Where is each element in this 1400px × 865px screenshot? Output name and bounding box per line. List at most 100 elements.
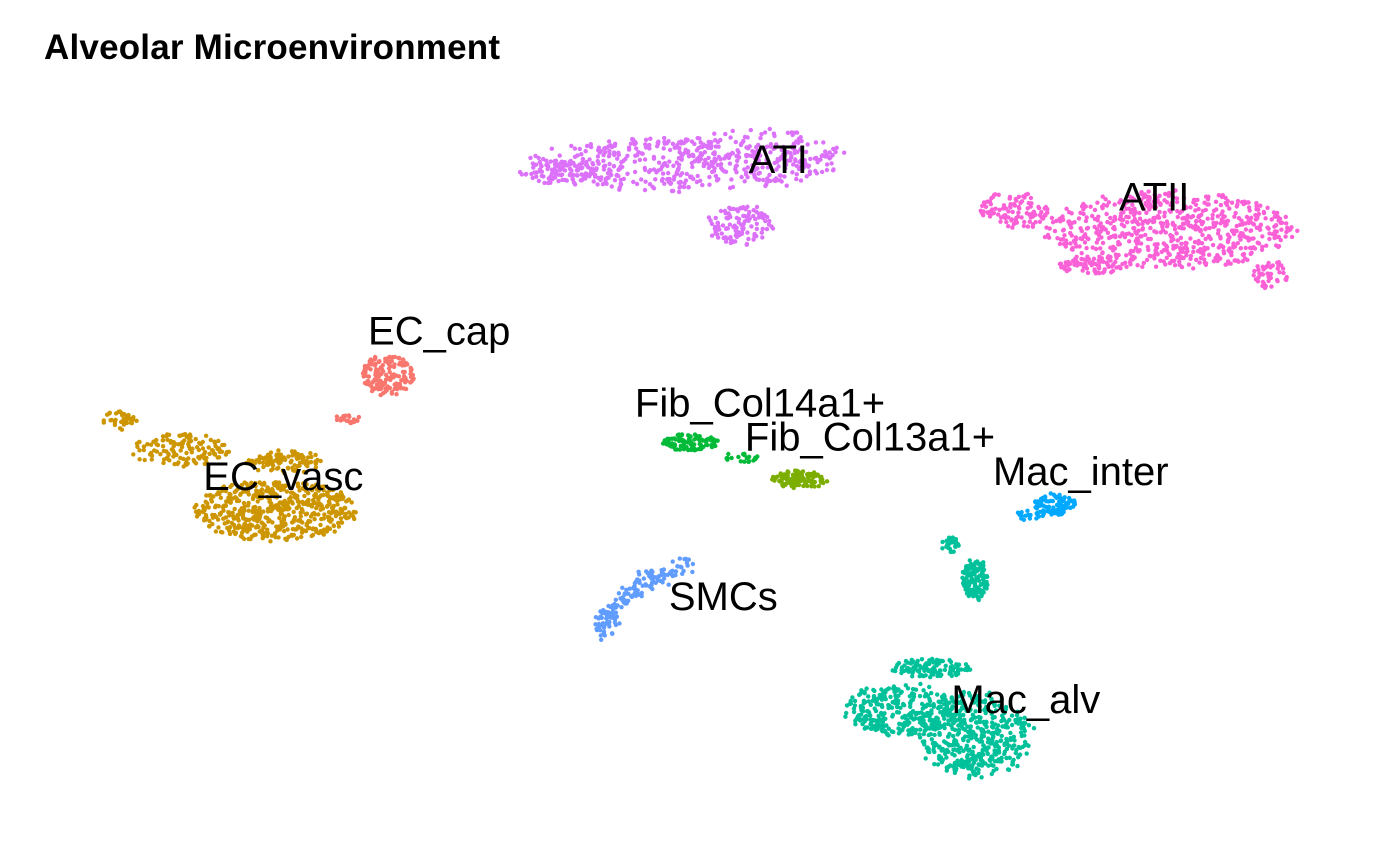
point (1268, 271, 1274, 277)
point (322, 512, 327, 517)
point (975, 694, 980, 699)
point (727, 222, 733, 227)
point (1008, 737, 1013, 743)
point (998, 738, 1004, 743)
point (727, 153, 732, 159)
point (1174, 243, 1179, 249)
point (931, 668, 936, 673)
point (1063, 506, 1068, 511)
point (948, 743, 954, 748)
point (395, 387, 400, 392)
point (942, 667, 948, 673)
point (1069, 233, 1075, 238)
point (160, 434, 166, 439)
point (976, 714, 981, 720)
point (1227, 246, 1232, 251)
point (1178, 224, 1183, 230)
point (1097, 223, 1102, 228)
point (966, 583, 972, 588)
point (967, 747, 972, 752)
point (684, 171, 689, 177)
point (785, 473, 790, 478)
point (897, 721, 902, 726)
point (874, 700, 879, 705)
point (396, 355, 401, 361)
point (315, 502, 321, 507)
point (302, 493, 307, 499)
point (1017, 752, 1022, 758)
cluster-label-mac-alv: Mac_alv (951, 678, 1100, 722)
point (751, 149, 756, 154)
point (614, 172, 620, 178)
point (362, 363, 368, 369)
point (1033, 505, 1038, 510)
point (1144, 257, 1150, 263)
point (218, 495, 224, 500)
point (559, 173, 564, 178)
point (606, 139, 612, 144)
point (1223, 223, 1228, 228)
point (643, 137, 649, 142)
point (530, 161, 536, 166)
point (1040, 216, 1046, 221)
point (611, 164, 617, 169)
point (141, 447, 146, 453)
point (306, 518, 311, 524)
point (944, 707, 949, 712)
point (730, 151, 735, 156)
point (1279, 263, 1284, 268)
point (1090, 259, 1095, 265)
point (871, 718, 876, 723)
point (1035, 499, 1041, 504)
point (1243, 245, 1248, 251)
point (969, 767, 974, 772)
point (1034, 516, 1039, 521)
point (798, 178, 804, 183)
point (910, 686, 916, 692)
point (708, 436, 713, 442)
point (327, 526, 333, 531)
point (886, 705, 891, 711)
point (724, 236, 729, 241)
point (298, 514, 303, 519)
point (1245, 235, 1251, 240)
point (1050, 498, 1056, 504)
point (889, 729, 894, 734)
point (830, 153, 835, 158)
point (1264, 243, 1269, 248)
point (689, 139, 695, 144)
point (1037, 219, 1043, 224)
point (1106, 264, 1111, 269)
point (728, 214, 733, 220)
point (827, 150, 832, 155)
point (670, 573, 675, 579)
point (746, 454, 752, 459)
point (1090, 245, 1095, 250)
point (1256, 267, 1261, 272)
point (675, 167, 681, 172)
point (747, 459, 752, 464)
point (1265, 205, 1270, 210)
point (886, 686, 892, 691)
point (1098, 246, 1103, 251)
point (1101, 227, 1106, 232)
point (1009, 217, 1015, 222)
point (1248, 251, 1253, 257)
point (937, 720, 942, 725)
point (851, 709, 857, 715)
point (741, 225, 746, 231)
point (758, 135, 763, 141)
point (1025, 191, 1031, 197)
point (896, 660, 902, 666)
point (1121, 210, 1126, 215)
point (1171, 237, 1176, 242)
point (999, 718, 1004, 724)
point (1093, 246, 1099, 252)
point (604, 176, 609, 181)
point (597, 150, 602, 155)
point (303, 512, 309, 517)
point (180, 441, 185, 446)
point (1086, 257, 1092, 262)
point (1016, 744, 1021, 750)
point (300, 520, 305, 525)
